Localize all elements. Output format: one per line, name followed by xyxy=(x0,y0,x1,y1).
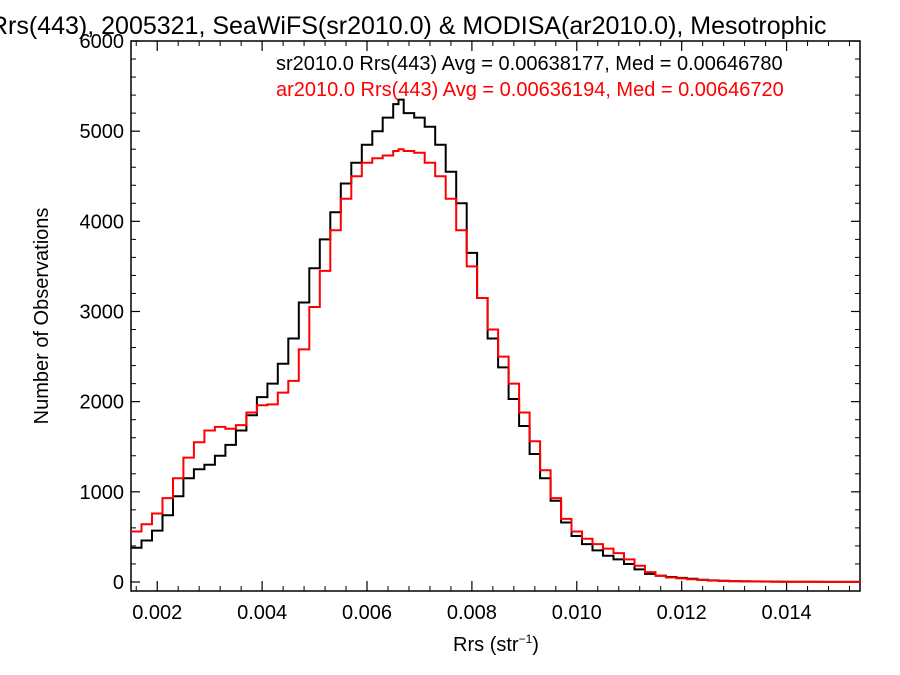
y-axis: 0 1000 2000 3000 4000 5000 6000 xyxy=(80,31,860,594)
x-tick-label: 0.002 xyxy=(132,602,182,624)
chart-title: Rrs(443), 2005321, SeaWiFS(sr2010.0) & M… xyxy=(0,12,826,40)
y-tick-label: 1000 xyxy=(80,482,125,504)
y-tick-label: 4000 xyxy=(80,211,125,233)
annotation-sr2010: sr2010.0 Rrs(443) Avg = 0.00638177, Med … xyxy=(276,53,783,75)
y-axis-label: Number of Observations xyxy=(31,208,53,425)
x-axis-label-main: Rrs (str xyxy=(453,634,519,656)
series-line-ar2010-0 xyxy=(131,148,860,583)
x-axis-label-close: ) xyxy=(532,634,539,656)
plot-frame xyxy=(130,40,861,592)
x-axis-label: Rrs (str−1) xyxy=(453,632,539,656)
x-tick-label: 0.010 xyxy=(552,602,602,624)
x-tick-label: 0.012 xyxy=(657,602,707,624)
y-tick-label: 6000 xyxy=(80,31,125,53)
x-axis-label-sup: −1 xyxy=(519,632,533,646)
x-tick-label: 0.008 xyxy=(447,602,497,624)
x-axis: 0.002 0.004 0.006 0.008 0.010 0.012 0.014 xyxy=(132,41,851,624)
x-tick-label: 0.006 xyxy=(342,602,392,624)
y-tick-label: 5000 xyxy=(80,121,125,143)
y-tick-label: 3000 xyxy=(80,301,125,323)
y-tick-label: 2000 xyxy=(80,392,125,414)
y-tick-label: 0 xyxy=(113,572,124,594)
x-tick-label: 0.004 xyxy=(237,602,287,624)
annotation-ar2010: ar2010.0 Rrs(443) Avg = 0.00636194, Med … xyxy=(276,79,784,101)
x-tick-label: 0.014 xyxy=(762,602,812,624)
series-layer xyxy=(131,98,860,583)
series-line-sr2010-0 xyxy=(131,98,860,583)
